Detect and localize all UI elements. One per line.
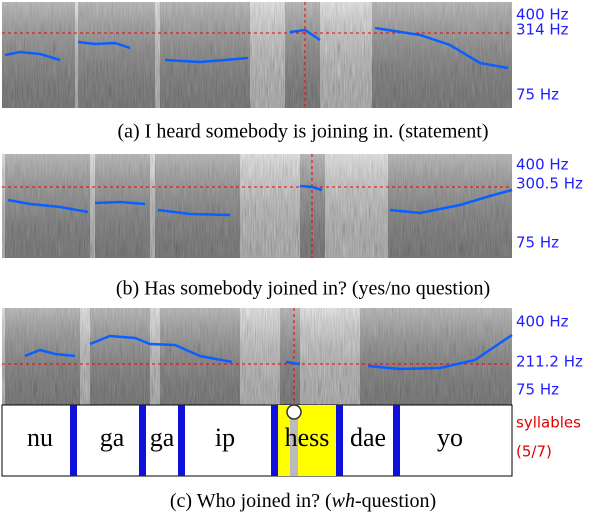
- pitch-contour: [289, 28, 321, 42]
- pitch-contour: [7, 198, 89, 214]
- syllable: ga: [150, 423, 175, 452]
- syllable: ga: [100, 423, 125, 452]
- pitch-contour: [89, 334, 233, 364]
- syllable-title: syllables: [516, 414, 581, 432]
- caption-part: (c) Who joined in? (: [170, 490, 332, 512]
- freq-label: 211.2 Hz: [516, 353, 583, 371]
- caption: (b) Has somebody joined in? (yes/no ques…: [116, 278, 490, 300]
- freq-label: 300.5 Hz: [516, 175, 583, 193]
- syllable-boundary: [336, 405, 343, 476]
- caption-part: wh: [332, 490, 355, 512]
- caption: (c) Who joined in? (wh-question): [170, 490, 436, 512]
- pitch-contour: [389, 188, 513, 215]
- syllable: dae: [350, 423, 386, 452]
- freq-label: 75 Hz: [516, 381, 559, 399]
- freq-label: 400 Hz: [516, 156, 569, 174]
- spectrogram-shade: [2, 308, 512, 405]
- caption: (a) I heard somebody is joining in. (sta…: [117, 121, 488, 143]
- pitch-contour: [299, 184, 323, 192]
- syllable: nu: [27, 423, 53, 452]
- syllable-count: (5/7): [516, 443, 552, 461]
- syllable: hess: [285, 423, 330, 452]
- pitch-contour: [367, 333, 513, 371]
- spectrogram-shade: [2, 154, 512, 258]
- syllable-boundary: [178, 405, 185, 476]
- caption-part: -question): [355, 490, 436, 512]
- cursor-handle: [286, 404, 302, 420]
- syllable: yo: [437, 423, 463, 452]
- pitch-contour: [77, 40, 131, 50]
- syllable-boundary: [139, 405, 146, 476]
- syllable-boundary: [271, 405, 278, 476]
- spectrogram-shade: [2, 2, 512, 108]
- pitch-contour: [4, 50, 61, 62]
- freq-label: 75 Hz: [516, 86, 559, 104]
- freq-label: 314 Hz: [516, 21, 569, 39]
- syllable-boundary: [70, 405, 77, 476]
- pitch-contour: [285, 360, 301, 366]
- syllable-boundary: [393, 405, 400, 476]
- freq-label: 75 Hz: [516, 234, 559, 252]
- syllable-strip: [1, 404, 513, 477]
- highlight: [275, 405, 337, 476]
- pitch-contour: [157, 208, 231, 217]
- pitch-contour: [164, 56, 249, 64]
- cursor-bar: [290, 405, 298, 476]
- freq-label: 400 Hz: [516, 313, 569, 331]
- pitch-contour: [374, 26, 509, 70]
- syllable: ip: [215, 423, 235, 452]
- pitch-contour: [24, 348, 76, 358]
- freq-label: 400 Hz: [516, 6, 569, 24]
- pitch-contour: [94, 200, 146, 206]
